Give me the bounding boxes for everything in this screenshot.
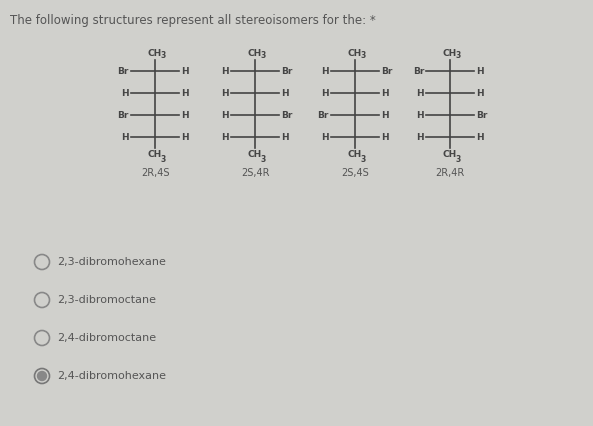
Text: CH: CH — [348, 150, 362, 159]
Text: 3: 3 — [361, 51, 366, 60]
Text: The following structures represent all stereoisomers for the: *: The following structures represent all s… — [10, 14, 376, 27]
Text: 2,3-dibromoctane: 2,3-dibromoctane — [57, 295, 156, 305]
Text: CH: CH — [248, 49, 262, 58]
Text: H: H — [476, 89, 484, 98]
Text: H: H — [321, 89, 329, 98]
Text: CH: CH — [348, 49, 362, 58]
Text: 3: 3 — [456, 51, 461, 60]
Text: H: H — [416, 89, 424, 98]
Text: 2,3-dibromohexane: 2,3-dibromohexane — [57, 257, 166, 267]
Text: 3: 3 — [456, 155, 461, 164]
Text: H: H — [476, 66, 484, 75]
Text: H: H — [281, 89, 289, 98]
Text: CH: CH — [248, 150, 262, 159]
Text: 3: 3 — [361, 155, 366, 164]
Text: Br: Br — [117, 66, 129, 75]
Circle shape — [37, 371, 46, 380]
Text: CH: CH — [443, 150, 457, 159]
Text: CH: CH — [148, 150, 162, 159]
Text: H: H — [221, 132, 229, 141]
Text: 3: 3 — [161, 155, 166, 164]
Text: CH: CH — [148, 49, 162, 58]
Text: H: H — [221, 110, 229, 120]
Text: Br: Br — [281, 110, 292, 120]
Text: 2S,4R: 2S,4R — [241, 168, 269, 178]
Text: H: H — [181, 66, 189, 75]
Text: 3: 3 — [161, 51, 166, 60]
Text: H: H — [476, 132, 484, 141]
Text: H: H — [281, 132, 289, 141]
Text: H: H — [321, 66, 329, 75]
Text: CH: CH — [443, 49, 457, 58]
Text: 2R,4R: 2R,4R — [435, 168, 465, 178]
Text: Br: Br — [413, 66, 424, 75]
Text: Br: Br — [281, 66, 292, 75]
Text: H: H — [181, 132, 189, 141]
Text: 2S,4S: 2S,4S — [341, 168, 369, 178]
Text: H: H — [181, 89, 189, 98]
Text: 2R,4S: 2R,4S — [141, 168, 169, 178]
Text: Br: Br — [117, 110, 129, 120]
Text: H: H — [181, 110, 189, 120]
Text: 2,4-dibromoctane: 2,4-dibromoctane — [57, 333, 156, 343]
Text: 2,4-dibromohexane: 2,4-dibromohexane — [57, 371, 166, 381]
Text: Br: Br — [318, 110, 329, 120]
Text: H: H — [381, 89, 388, 98]
Text: H: H — [221, 66, 229, 75]
Text: H: H — [122, 89, 129, 98]
Text: H: H — [416, 132, 424, 141]
Text: H: H — [381, 110, 388, 120]
Text: H: H — [416, 110, 424, 120]
Text: Br: Br — [381, 66, 393, 75]
Text: H: H — [321, 132, 329, 141]
Text: H: H — [221, 89, 229, 98]
Text: 3: 3 — [261, 51, 266, 60]
Text: H: H — [381, 132, 388, 141]
Text: H: H — [122, 132, 129, 141]
Text: Br: Br — [476, 110, 487, 120]
Text: 3: 3 — [261, 155, 266, 164]
